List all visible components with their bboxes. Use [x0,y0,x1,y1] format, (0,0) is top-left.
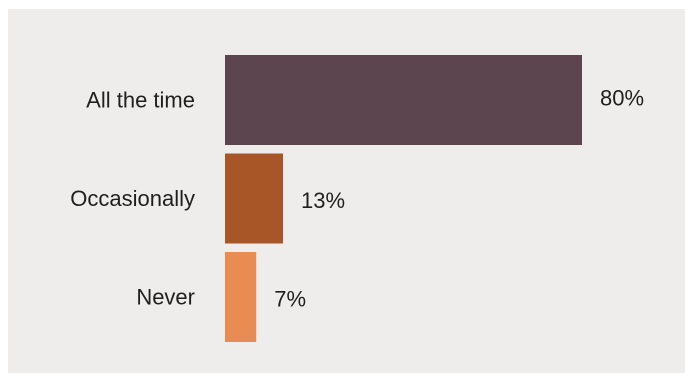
bar-occasionally [225,153,284,244]
value-label: 80% [600,86,644,111]
value-label: 7% [274,287,306,312]
category-label: Never [136,285,195,310]
value-label: 13% [301,188,345,213]
bar-all-the-time [225,55,582,145]
bar-never [225,252,257,342]
category-label: All the time [86,88,195,113]
category-label: Occasionally [70,186,195,211]
